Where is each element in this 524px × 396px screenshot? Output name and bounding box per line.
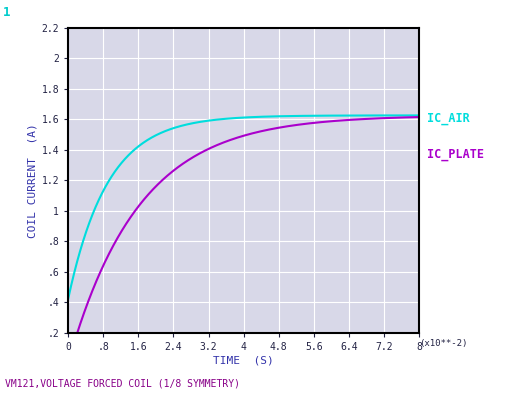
Y-axis label: COIL CURRENT  (A): COIL CURRENT (A)	[27, 123, 37, 238]
Text: IC_PLATE: IC_PLATE	[427, 148, 484, 161]
X-axis label: TIME  (S): TIME (S)	[213, 356, 274, 366]
Text: IC_AIR: IC_AIR	[427, 112, 470, 125]
Text: VM121,VOLTAGE FORCED COIL (1/8 SYMMETRY): VM121,VOLTAGE FORCED COIL (1/8 SYMMETRY)	[5, 378, 240, 388]
Text: 1: 1	[3, 6, 10, 19]
Text: (x10**-2): (x10**-2)	[419, 339, 467, 348]
